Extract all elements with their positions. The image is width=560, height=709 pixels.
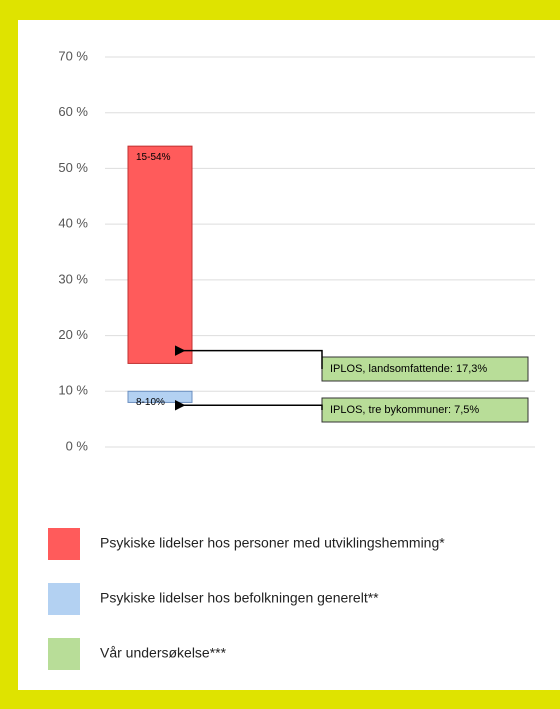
legend-label: Psykiske lidelser hos befolkningen gener… [100,590,379,606]
y-tick-label: 10 % [58,383,88,398]
legend-swatch [48,638,80,670]
y-tick-label: 20 % [58,327,88,342]
annotation-arrow [174,345,323,369]
panel [18,20,560,690]
legend-label: Psykiske lidelser hos personer med utvik… [100,535,445,551]
bar [127,145,193,364]
legend-swatch [48,583,80,615]
y-tick-label: 50 % [58,160,88,175]
bar-label: 8-10% [136,397,165,408]
y-tick-label: 0 % [66,438,89,453]
y-tick-label: 30 % [58,271,88,286]
annotation-text: IPLOS, landsomfattende: 17,3% [330,363,487,375]
y-tick-label: 70 % [58,48,88,63]
annotation-arrow [174,399,323,411]
y-tick-label: 60 % [58,104,88,119]
legend-swatch [48,528,80,560]
bar [127,390,193,403]
legend-label: Vår undersøkelse*** [100,645,227,661]
annotation-box [321,356,529,382]
annotation-box [321,397,529,423]
annotation-text: IPLOS, tre bykommuner: 7,5% [330,404,479,416]
y-tick-label: 40 % [58,216,88,231]
bar-label: 15-54% [136,152,171,163]
